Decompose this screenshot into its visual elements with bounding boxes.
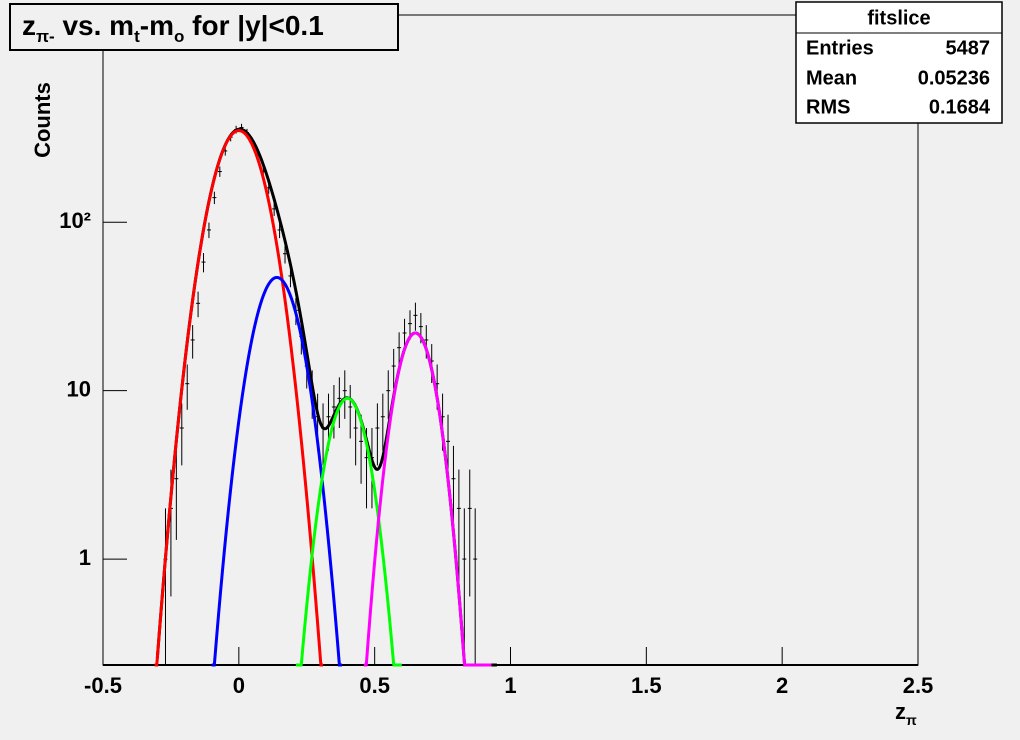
- data-point: [283, 245, 288, 264]
- text-part: -m: [140, 10, 174, 41]
- data-point: [380, 393, 385, 451]
- data-point: [190, 325, 195, 359]
- x-tick-label: 0: [233, 673, 245, 698]
- data-point: [179, 403, 184, 466]
- subscript: o: [174, 27, 184, 46]
- data-point: [456, 469, 461, 597]
- data-point: [174, 445, 179, 540]
- data-point: [397, 332, 402, 368]
- data-point: [212, 191, 217, 205]
- stats-key: RMS: [806, 96, 850, 118]
- fit-curve: [211, 275, 343, 667]
- data-point: [413, 302, 418, 331]
- stats-title: fitslice: [867, 7, 930, 29]
- data-point: [462, 508, 467, 665]
- stats-value: 0.1684: [929, 96, 991, 118]
- text-part: vs. m: [55, 10, 134, 41]
- data-point: [196, 291, 201, 318]
- stats-key: Entries: [806, 37, 874, 59]
- text-part: for |y|<0.1: [184, 10, 323, 41]
- data-point: [353, 403, 358, 466]
- data-point: [201, 253, 206, 273]
- stats-value: 0.05236: [918, 67, 990, 89]
- subscript: π: [906, 712, 917, 728]
- data-point: [386, 370, 391, 419]
- fit-curve: [363, 331, 492, 667]
- data-point: [473, 508, 478, 665]
- x-tick-label: 1.5: [631, 673, 662, 698]
- data-point: [348, 385, 353, 439]
- fit-curve: [154, 129, 324, 667]
- y-tick-label: 1: [79, 545, 91, 570]
- subscript: t: [134, 27, 140, 46]
- x-tick-label: 0.5: [359, 673, 390, 698]
- data-point: [467, 469, 472, 597]
- title-box: [9, 3, 399, 51]
- x-tick-label: 2: [776, 673, 788, 698]
- fit-curve: [295, 396, 402, 667]
- data-point: [185, 364, 190, 410]
- y-tick-label: 10²: [59, 208, 91, 233]
- y-axis-label: Counts: [30, 82, 55, 158]
- text-part: z: [22, 10, 36, 41]
- x-tick-label: 1: [504, 673, 516, 698]
- data-point: [342, 370, 347, 419]
- data-point: [217, 166, 222, 177]
- stats-value: 5487: [946, 37, 991, 59]
- stats-frame: [795, 1, 1003, 124]
- x-tick-label: -0.5: [84, 673, 122, 698]
- data-point: [391, 348, 396, 389]
- stats-box: fitslice Entries 5487 Mean 0.05236 RMS 0…: [795, 1, 1003, 124]
- plot-area: -0.5 0 0.5 1 1.5 2 2.5 1 10 10²: [59, 123, 934, 698]
- data-point: [206, 222, 211, 239]
- x-tick-label: 2.5: [903, 673, 934, 698]
- y-tick-label: 10: [67, 376, 91, 401]
- stats-key: Mean: [806, 67, 857, 89]
- x-axis-label: zπ: [895, 699, 917, 728]
- chart-title: zπ- vs. mt-mo for |y|<0.1: [22, 10, 324, 46]
- data-point: [375, 403, 380, 466]
- subscript: π-: [36, 27, 55, 46]
- text-part: z: [895, 699, 906, 724]
